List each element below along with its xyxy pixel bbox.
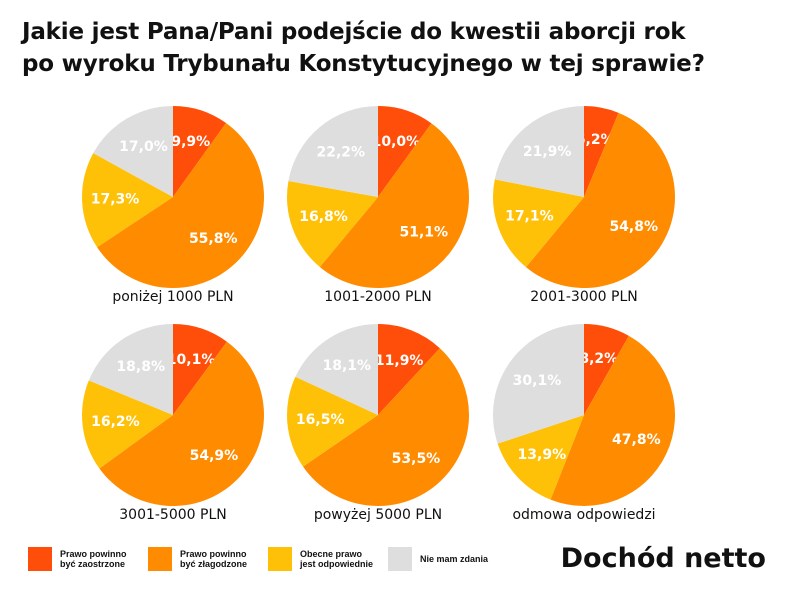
pie-slice-odpowiednie <box>82 380 173 469</box>
pie-svg-4: 10,1% 54,9% 16,2% 18,8% <box>82 324 264 506</box>
pie-slice-nie-mam-zdania <box>493 324 584 444</box>
legend-swatch-zlagodzone <box>148 547 172 571</box>
pie-category-label: 1001-2000 PLN <box>324 289 432 305</box>
legend-swatch-zaostrzone <box>28 547 52 571</box>
pie-slice-zaostrzone <box>584 324 629 415</box>
pie-svg-1: 9,9% 55,8% 17,3% 17,0% <box>81 106 265 289</box>
pie-category-label: poniżej 1000 PLN <box>112 289 234 305</box>
pie-slice-zlagodzone <box>97 123 265 289</box>
pie-slice-label-zaostrzone: 11,9% <box>375 353 424 369</box>
pie-slice-label-nie-mam-zdania: 21,9% <box>523 144 572 160</box>
pie-slice-label-zlagodzone: 53,5% <box>392 451 441 467</box>
pie-slice-odpowiednie <box>81 153 173 248</box>
pie-chart-3: 6,2% 54,8% 17,1% 21,9% 2001-3000 PLN <box>484 97 684 305</box>
legend-item-zaostrzone: Prawo powinno być zaostrzone <box>28 547 150 571</box>
pie-chart-2: 10,0% 51,1% 16,8% 22,2% 1001-2000 PLN <box>278 97 478 305</box>
pie-slice-zaostrzone <box>173 324 227 415</box>
pie-slice-label-nie-mam-zdania: 22,2% <box>316 145 365 161</box>
pie-slice-odpowiednie <box>493 179 584 268</box>
pie-slice-odpowiednie <box>287 376 378 467</box>
pie-slice-nie-mam-zdania <box>295 324 378 415</box>
pie-svg-2: 10,0% 51,1% 16,8% 22,2% <box>287 106 469 288</box>
pie-slice-nie-mam-zdania <box>93 106 173 197</box>
pie-chart-5: 11,9% 53,5% 16,5% 18,1% powyżej 5000 PLN <box>278 315 478 523</box>
pie-slice-nie-mam-zdania <box>288 106 378 197</box>
pie-category-label: 3001-5000 PLN <box>119 507 227 523</box>
pie-slice-label-nie-mam-zdania: 18,8% <box>116 359 165 375</box>
pie-chart-4: 10,1% 54,9% 16,2% 18,8% 3001-5000 PLN <box>73 315 273 523</box>
pie-slice-label-nie-mam-zdania: 17,0% <box>119 139 168 155</box>
legend-label-nie-mam-zdania: Nie mam zdania <box>420 554 489 564</box>
pie-slice-label-zaostrzone: 9,9% <box>171 134 210 150</box>
legend-label-odpowiednie: Obecne prawo jest odpowiednie <box>300 549 374 569</box>
pie-category-label: 2001-3000 PLN <box>530 289 638 305</box>
pie-slice-zlagodzone <box>319 123 469 288</box>
pie-svg-3: 6,2% 54,8% 17,1% 21,9% <box>493 106 675 288</box>
pie-svg-5: 11,9% 53,5% 16,5% 18,1% <box>287 324 469 506</box>
chart-title-line-2: po wyroku Trybunału Konstytucyjnego w te… <box>22 51 705 77</box>
pie-chart-1: 9,9% 55,8% 17,3% 17,0% poniżej 1000 PLN <box>73 97 273 305</box>
pie-slice-odpowiednie <box>497 415 584 500</box>
pie-slice-zlagodzone <box>303 348 469 506</box>
pie-slice-label-odpowiednie: 16,8% <box>299 209 348 225</box>
legend-label-zaostrzone: Prawo powinno być zaostrzone <box>60 549 127 569</box>
pie-slice-label-odpowiednie: 13,9% <box>518 447 567 463</box>
pie-slice-label-zaostrzone: 8,2% <box>579 351 618 367</box>
pie-slice-label-zaostrzone: 6,2% <box>576 132 615 148</box>
pie-slice-nie-mam-zdania <box>88 324 173 415</box>
pie-chart-6: 8,2% 47,8% 13,9% 30,1% odmowa odpowiedzi <box>484 315 684 523</box>
pie-category-label: powyżej 5000 PLN <box>313 507 443 523</box>
legend-item-zlagodzone: Prawo powinno być złagodzone <box>148 547 270 571</box>
pie-slice-label-odpowiednie: 17,1% <box>505 208 554 224</box>
legend-swatch-nie-mam-zdania <box>388 547 412 571</box>
pie-slice-label-zlagodzone: 54,8% <box>609 219 658 235</box>
pie-slice-zlagodzone <box>99 341 264 506</box>
pie-svg-6: 8,2% 47,8% 13,9% 30,1% <box>493 324 676 507</box>
pie-slice-label-nie-mam-zdania: 30,1% <box>513 373 562 389</box>
pie-slice-label-odpowiednie: 16,5% <box>296 412 345 428</box>
pie-slice-zaostrzone <box>173 106 227 197</box>
legend-label-zlagodzone: Prawo powinno być złagodzone <box>180 549 248 569</box>
legend-item-odpowiednie: Obecne prawo jest odpowiednie <box>268 547 390 571</box>
pie-slice-zaostrzone <box>378 324 440 415</box>
pie-slice-label-zaostrzone: 10,1% <box>167 352 216 368</box>
footer-dochod-netto: Dochód netto <box>560 543 766 574</box>
pie-slice-label-nie-mam-zdania: 18,1% <box>322 358 371 374</box>
pie-slice-zaostrzone <box>378 106 432 197</box>
pie-slice-zlagodzone <box>550 335 676 507</box>
pie-slice-label-zaostrzone: 10,0% <box>372 134 421 150</box>
pie-slice-label-zlagodzone: 47,8% <box>612 432 661 448</box>
pie-slice-label-odpowiednie: 17,3% <box>91 191 140 207</box>
pie-slice-label-zlagodzone: 55,8% <box>189 231 238 247</box>
pie-slice-label-zlagodzone: 51,1% <box>400 225 449 241</box>
pie-slice-label-odpowiednie: 16,2% <box>91 414 140 430</box>
legend-swatch-odpowiednie <box>268 547 292 571</box>
pie-category-label: odmowa odpowiedzi <box>512 507 656 523</box>
pie-slice-zlagodzone <box>525 112 675 288</box>
pie-slice-label-zlagodzone: 54,9% <box>190 448 239 464</box>
legend-item-nie-mam-zdania: Nie mam zdania <box>388 547 510 571</box>
chart-title-line-1: Jakie jest Pana/Pani podejście do kwesti… <box>22 19 686 45</box>
pie-slice-nie-mam-zdania <box>494 106 584 197</box>
pie-slice-odpowiednie <box>287 180 378 267</box>
pie-slice-zaostrzone <box>584 106 619 197</box>
chart-title: Jakie jest Pana/Pani podejście do kwesti… <box>22 16 782 80</box>
